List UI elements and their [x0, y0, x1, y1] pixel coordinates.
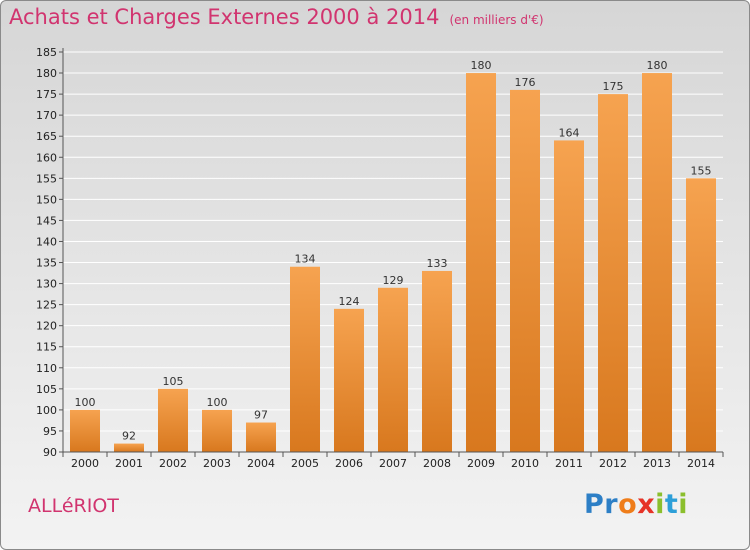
x-tick-label: 2009: [467, 457, 495, 470]
bars: [70, 73, 716, 453]
bar: [290, 266, 320, 452]
labels: 90 95 100 105 110 115 120 125 130 135 140 145 150 155…: [36, 46, 715, 470]
bar-value-label: 133: [427, 257, 448, 270]
location-name: ALLéRIOT: [28, 495, 119, 517]
bar-value-label: 97: [254, 409, 268, 422]
bar: [246, 422, 276, 452]
chart-unit-note: (en milliers d'€): [449, 13, 544, 27]
y-tick-label: 120: [36, 320, 57, 333]
y-tick-label: 130: [36, 278, 57, 291]
bar: [114, 443, 144, 452]
proxiti-logo: Proxiti: [584, 489, 688, 520]
bar-value-label: 164: [559, 126, 580, 139]
x-tick-label: 2007: [379, 457, 407, 470]
x-tick-label: 2010: [511, 457, 539, 470]
bar: [202, 409, 232, 452]
bar: [70, 409, 100, 452]
x-tick-label: 2006: [335, 457, 363, 470]
bar: [686, 178, 716, 452]
y-tick-label: 135: [36, 257, 57, 270]
x-tick-label: 2011: [555, 457, 583, 470]
x-tick-label: 2003: [203, 457, 231, 470]
x-tick-label: 2012: [599, 457, 627, 470]
y-tick-label: 175: [36, 88, 57, 101]
y-tick-label: 125: [36, 299, 57, 312]
x-tick-label: 2004: [247, 457, 275, 470]
y-tick-label: 90: [43, 446, 57, 459]
bar-value-label: 105: [163, 375, 184, 388]
x-tick-label: 2002: [159, 457, 187, 470]
bar: [554, 140, 584, 452]
logo-letter: i: [655, 489, 665, 520]
y-tick-label: 140: [36, 235, 57, 248]
bar-value-label: 176: [515, 76, 536, 89]
y-tick-label: 145: [36, 214, 57, 227]
chart-title-text: Achats et Charges Externes 2000 à 2014: [9, 5, 440, 29]
y-tick-label: 95: [43, 425, 57, 438]
bar: [466, 73, 496, 452]
bar-value-label: 124: [339, 295, 360, 308]
logo-letter: t: [664, 489, 679, 520]
bar-value-label: 155: [691, 164, 712, 177]
bar-value-label: 180: [471, 59, 492, 72]
bar-value-label: 134: [295, 253, 316, 266]
logo-letter: i: [678, 489, 689, 520]
logo-letter: x: [637, 489, 656, 520]
y-tick-label: 100: [36, 404, 57, 417]
y-tick-label: 150: [36, 193, 57, 206]
bar-value-label: 180: [647, 59, 668, 72]
bar: [334, 308, 364, 452]
x-tick-label: 2000: [71, 457, 99, 470]
bar: [422, 270, 452, 452]
y-tick-label: 155: [36, 172, 57, 185]
y-tick-label: 180: [36, 67, 57, 80]
chart-title: Achats et Charges Externes 2000 à 2014 (e…: [9, 5, 544, 29]
bar-value-label: 175: [603, 80, 624, 93]
x-tick-label: 2005: [291, 457, 319, 470]
bar-value-label: 129: [383, 274, 404, 287]
y-tick-label: 185: [36, 46, 57, 59]
bar: [378, 287, 408, 452]
y-tick-label: 170: [36, 109, 57, 122]
y-tick-label: 165: [36, 130, 57, 143]
y-tick-label: 115: [36, 341, 57, 354]
y-tick-label: 160: [36, 151, 57, 164]
bar: [642, 73, 672, 452]
y-tick-label: 105: [36, 383, 57, 396]
bar-value-label: 100: [75, 396, 96, 409]
bar: [598, 94, 628, 453]
bar-value-label: 92: [122, 430, 136, 443]
x-tick-label: 2013: [643, 457, 671, 470]
y-tick-label: 110: [36, 362, 57, 375]
bar-value-label: 100: [207, 396, 228, 409]
x-tick-label: 2008: [423, 457, 451, 470]
bar: [158, 388, 188, 452]
x-tick-label: 2014: [687, 457, 715, 470]
bar: [510, 89, 540, 452]
logo-letter: P: [584, 489, 605, 520]
logo-letter: r: [604, 489, 619, 520]
x-tick-label: 2001: [115, 457, 143, 470]
axes: [59, 48, 724, 457]
logo-letter: o: [618, 489, 638, 520]
